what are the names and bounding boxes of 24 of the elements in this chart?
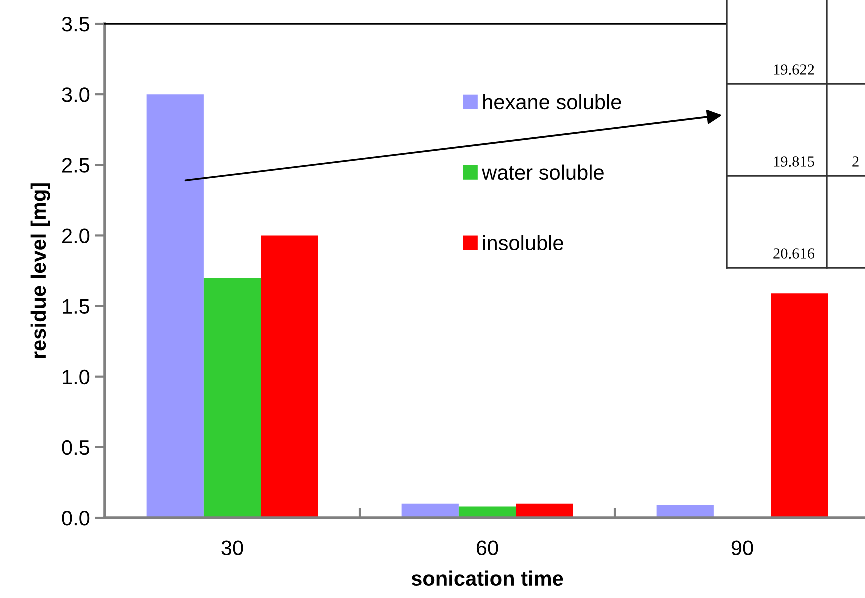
x-tick-label: 90	[732, 540, 754, 556]
y-axis-title: residue level [mg]	[30, 184, 50, 358]
y-tick-label: 3.5	[62, 17, 90, 32]
x-tick-label: 60	[476, 540, 498, 556]
bar	[771, 294, 828, 518]
legend-label: water soluble	[482, 164, 604, 180]
annotation: 2	[852, 156, 859, 167]
y-tick-label: 1.5	[63, 300, 90, 314]
legend-label: hexane soluble	[484, 94, 622, 110]
annotation: 19.622	[774, 64, 814, 75]
bar	[204, 278, 262, 518]
legend-label: insoluble	[483, 235, 564, 251]
y-tick-label: 0.0	[62, 511, 90, 526]
y-tick-label: 2.0	[62, 228, 90, 244]
y-tick-label: 0.5	[62, 440, 90, 456]
bar	[261, 236, 318, 518]
annotation: 19.815	[774, 156, 814, 167]
bar	[146, 94, 204, 518]
x-axis-title: sonication time	[412, 570, 564, 586]
y-tick-label: 1.0	[63, 370, 90, 385]
x-tick-label: 30	[222, 540, 244, 556]
y-tick-label: 3.0	[62, 88, 90, 102]
y-tick-label: 2.5	[62, 158, 90, 173]
annotation: 20.616	[774, 248, 815, 259]
